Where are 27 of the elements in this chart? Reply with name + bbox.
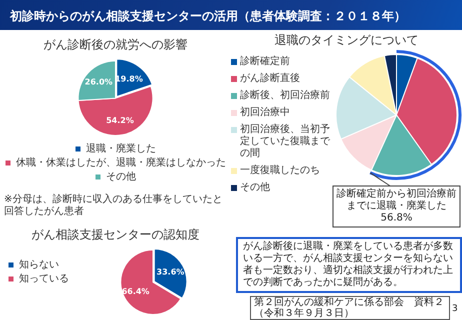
chart-title: 退職のタイミングについて	[274, 32, 420, 49]
legend-label: 診断確定前	[240, 56, 290, 68]
legend-label: 初回治療後、当初予定していた復職までの間	[240, 124, 331, 160]
legend-label: 知っている	[19, 272, 69, 285]
text: （令和３年９月３日）	[254, 308, 355, 319]
data-label: 33.6%	[156, 267, 184, 276]
text: がん診断後に退職・廃業をしている患者が多数いる一方で、がん相談支援センターを知らない者も一定数おり、適切な相談支援が行われた上での判断であったかに疑問がある。	[236, 237, 462, 293]
legend-label: がん診断直後	[240, 73, 300, 85]
legend-label: 初回治療中	[240, 107, 290, 119]
chart-title: がん診断後の就労への影響	[44, 37, 188, 52]
data-label: 66.4%	[122, 287, 150, 296]
chart-title: がん相談支援センターの認知度	[32, 227, 200, 242]
legend-label: 一度復職したのち	[240, 165, 320, 177]
legend-label: 休職・休業はしたが、退職・廃業はしなかった	[16, 156, 226, 169]
text: 診断確定前から初回治療前までに退職・廃業した56.8%	[336, 188, 456, 224]
legend-label: 退職・廃業した	[86, 142, 156, 155]
legend-label: その他	[240, 182, 270, 194]
data-label: 54.2%	[106, 116, 134, 125]
legend-label: その他	[106, 170, 136, 183]
legend-label: 知らない	[19, 258, 59, 271]
legend-label: 診断後、初回治療前	[240, 90, 330, 102]
text: 初診時からのがん相談支援センターの活用（患者体験調査：２０１８年）	[10, 8, 406, 25]
data-label: 19.8%	[115, 74, 143, 84]
data-label: 26.0%	[84, 77, 113, 86]
text: 3	[452, 304, 458, 314]
text: ※分母は、診断時に収入のある仕事をしていたと回答したがん患者	[3, 194, 224, 218]
text: 第２回がんの緩和ケアに係る部会 資料２	[254, 297, 445, 308]
